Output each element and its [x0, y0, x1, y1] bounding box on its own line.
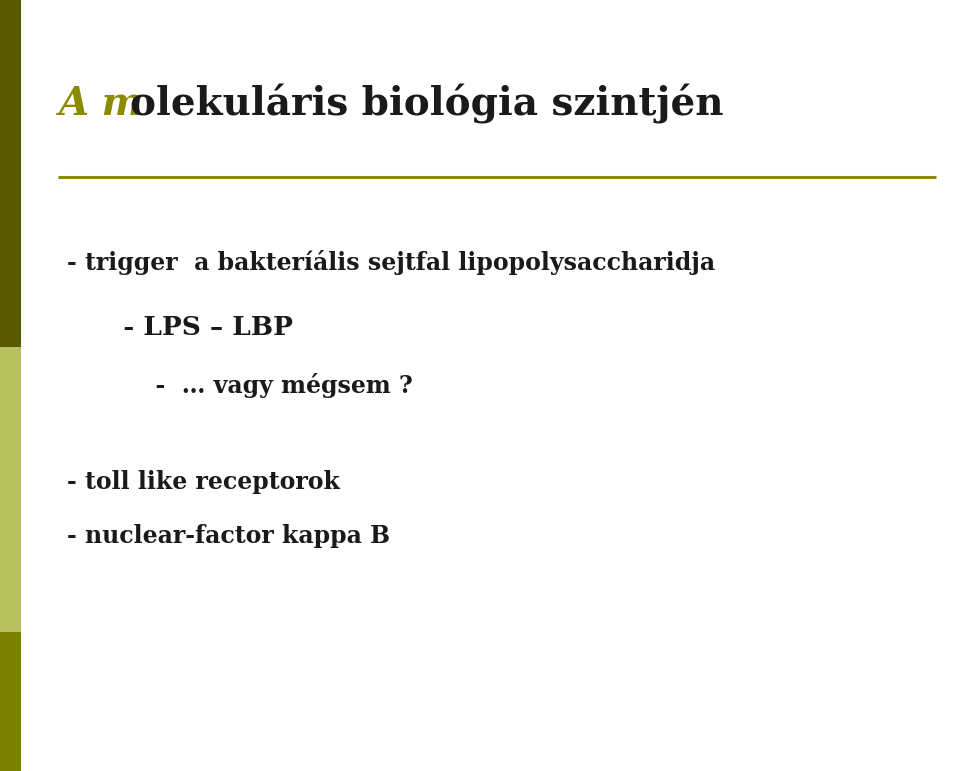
Bar [0, 632, 21, 771]
Text: - LPS – LBP: - LPS – LBP [96, 315, 293, 340]
Text: - trigger  a bakteríális sejtfal lipopolysaccharidja: - trigger a bakteríális sejtfal lipopoly… [67, 250, 715, 274]
Text: olekuláris biológia szintjén: olekuláris biológia szintjén [130, 84, 723, 124]
Bar [0, 0, 21, 347]
Text: - toll like receptorok: - toll like receptorok [67, 470, 340, 494]
Bar [0, 347, 21, 632]
Text: A m: A m [58, 85, 142, 123]
Text: -  … vagy mégsem ?: - … vagy mégsem ? [106, 373, 413, 398]
Text: - nuclear-factor kappa B: - nuclear-factor kappa B [67, 524, 390, 548]
